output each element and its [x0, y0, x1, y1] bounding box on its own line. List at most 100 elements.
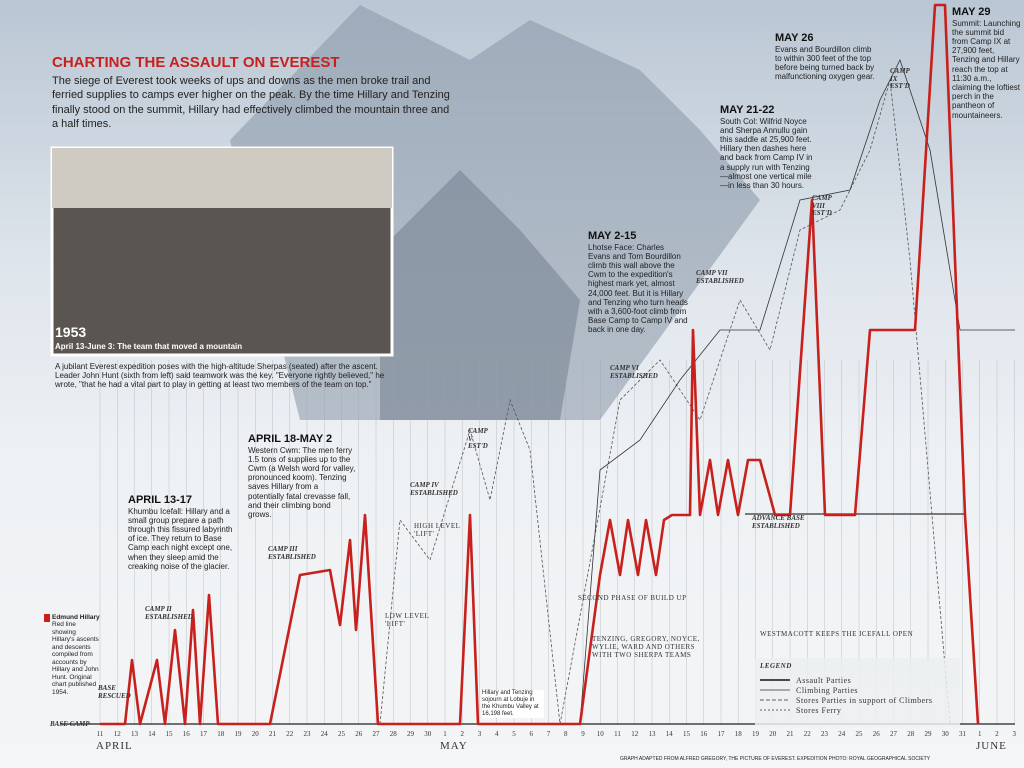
day-label: 3 — [1013, 730, 1017, 738]
month-label: JUNE — [976, 740, 1007, 752]
legend-box — [755, 658, 960, 726]
day-label: 17 — [200, 730, 208, 738]
day-label: 28 — [390, 730, 398, 738]
legend-item: Stores Ferry — [796, 706, 842, 715]
day-label: 3 — [478, 730, 482, 738]
day-label: 6 — [530, 730, 534, 738]
hillary-swatch — [44, 614, 50, 622]
day-label: 5 — [512, 730, 516, 738]
day-label: 26 — [873, 730, 881, 738]
day-label: 9 — [581, 730, 585, 738]
day-label: 4 — [495, 730, 499, 738]
camp-label: CAMP IV ESTABLISHED — [410, 481, 458, 497]
month-label: APRIL — [96, 740, 133, 752]
hillary-route — [100, 3, 980, 726]
day-label: 27 — [373, 730, 381, 738]
photo-sky — [52, 148, 392, 208]
day-label: 14 — [148, 730, 156, 738]
camp-label: CAMP VII ESTABLISHED — [696, 269, 744, 285]
annotation: APRIL 13-17 Khumbu Icefall: Hillary and a… — [128, 494, 233, 571]
legend-item: Assault Parties — [796, 676, 852, 685]
phase-note: HIGH LEVEL 'LIFT' — [414, 522, 461, 538]
day-label: 22 — [804, 730, 812, 738]
day-label: 15 — [166, 730, 174, 738]
day-label: 8 — [564, 730, 568, 738]
day-label: 30 — [424, 730, 432, 738]
credit: GRAPH ADAPTED FROM ALFRED GREGORY, THE P… — [620, 756, 931, 762]
camp-label: CAMP VIII EST'D — [812, 194, 832, 218]
phase-note: SECOND PHASE OF BUILD UP — [578, 594, 687, 602]
day-label: 16 — [183, 730, 191, 738]
camp-label: CAMP III ESTABLISHED — [268, 545, 316, 561]
camp-label: BASE RESCUED — [98, 684, 131, 700]
day-label: 17 — [718, 730, 726, 738]
annotation: MAY 21-22 South Col: Wilfrid Noyce and Sh… — [720, 104, 813, 190]
camp-label: CAMP VI ESTABLISHED — [610, 364, 658, 380]
day-label: 11 — [614, 730, 621, 738]
camp-label: CAMP II ESTABLISHED — [145, 605, 193, 621]
other-parties — [379, 79, 951, 725]
day-label: 11 — [97, 730, 104, 738]
day-label: 2 — [995, 730, 999, 738]
day-label: 18 — [735, 730, 743, 738]
annotation: APRIL 18-MAY 2 Western Cwm: The men ferry… — [248, 433, 356, 519]
day-label: 13 — [649, 730, 657, 738]
day-label: 19 — [235, 730, 243, 738]
day-label: 22 — [286, 730, 294, 738]
day-label: 19 — [752, 730, 760, 738]
month-label: MAY — [440, 740, 468, 752]
day-label: 1 — [978, 730, 982, 738]
phase-note: TENZING, GREGORY, NOYCE, WYLIE, WARD AND… — [592, 635, 700, 659]
annotation: MAY 2-15 Lhotse Face: Charles Evans and T… — [588, 230, 688, 335]
day-grid: 11 12 13 14 15 16 17 18 19 20 21 22 23 24 25 26 27 28 29 30… — [97, 360, 1017, 738]
day-label: 1 — [443, 730, 447, 738]
legend-title: LEGEND — [760, 662, 792, 670]
camp-label: BASE CAMP — [50, 720, 90, 728]
day-label: 20 — [769, 730, 777, 738]
annotation: MAY 26 Evans and Bourdillon climb to with… — [775, 32, 875, 82]
camp-label: CAMP V EST'D — [468, 427, 488, 451]
day-label: 23 — [821, 730, 829, 738]
photo-subtitle: April 13-June 3: The team that moved a m… — [55, 342, 243, 351]
day-label: 30 — [942, 730, 950, 738]
legend-item: Climbing Parties — [796, 686, 858, 695]
day-label: 24 — [838, 730, 846, 738]
day-label: 12 — [114, 730, 122, 738]
day-label: 12 — [631, 730, 639, 738]
day-label: 28 — [907, 730, 915, 738]
day-label: 23 — [304, 730, 312, 738]
photo-year: 1953 — [55, 324, 87, 340]
day-label: 15 — [683, 730, 691, 738]
day-label: 7 — [547, 730, 551, 738]
intro: The siege of Everest took weeks of ups a… — [52, 75, 450, 130]
phase-note: WESTMACOTT KEEPS THE ICEFALL OPEN — [760, 630, 914, 638]
day-label: 25 — [338, 730, 346, 738]
day-label: 31 — [959, 730, 967, 738]
day-label: 20 — [252, 730, 260, 738]
day-label: 21 — [269, 730, 277, 738]
day-label: 16 — [700, 730, 708, 738]
day-label: 2 — [461, 730, 465, 738]
day-label: 13 — [131, 730, 139, 738]
hillary-note: Edmund Hillary Red line showing Hillary's… — [52, 614, 100, 696]
day-label: 24 — [321, 730, 329, 738]
annotation: MAY 29 Summit: Launching the summit bid f… — [952, 6, 1021, 120]
day-label: 21 — [787, 730, 795, 738]
day-label: 10 — [597, 730, 605, 738]
title: CHARTING THE ASSAULT ON EVEREST — [52, 54, 340, 71]
day-label: 14 — [666, 730, 674, 738]
day-label: 26 — [355, 730, 363, 738]
day-label: 29 — [407, 730, 415, 738]
day-label: 25 — [856, 730, 864, 738]
camp-label: ADVANCE BASE ESTABLISHED — [752, 514, 805, 530]
day-label: 18 — [217, 730, 225, 738]
day-label: 27 — [890, 730, 898, 738]
photo-caption: A jubilant Everest expedition poses with… — [55, 362, 385, 390]
climbing-parties — [579, 58, 1015, 725]
sojourn-note: Hillary and Tenzing sojourn at Lobuje in… — [482, 690, 544, 718]
day-label: 29 — [925, 730, 933, 738]
phase-note: LOW LEVEL 'LIFT' — [385, 612, 429, 628]
mountain — [380, 170, 580, 420]
